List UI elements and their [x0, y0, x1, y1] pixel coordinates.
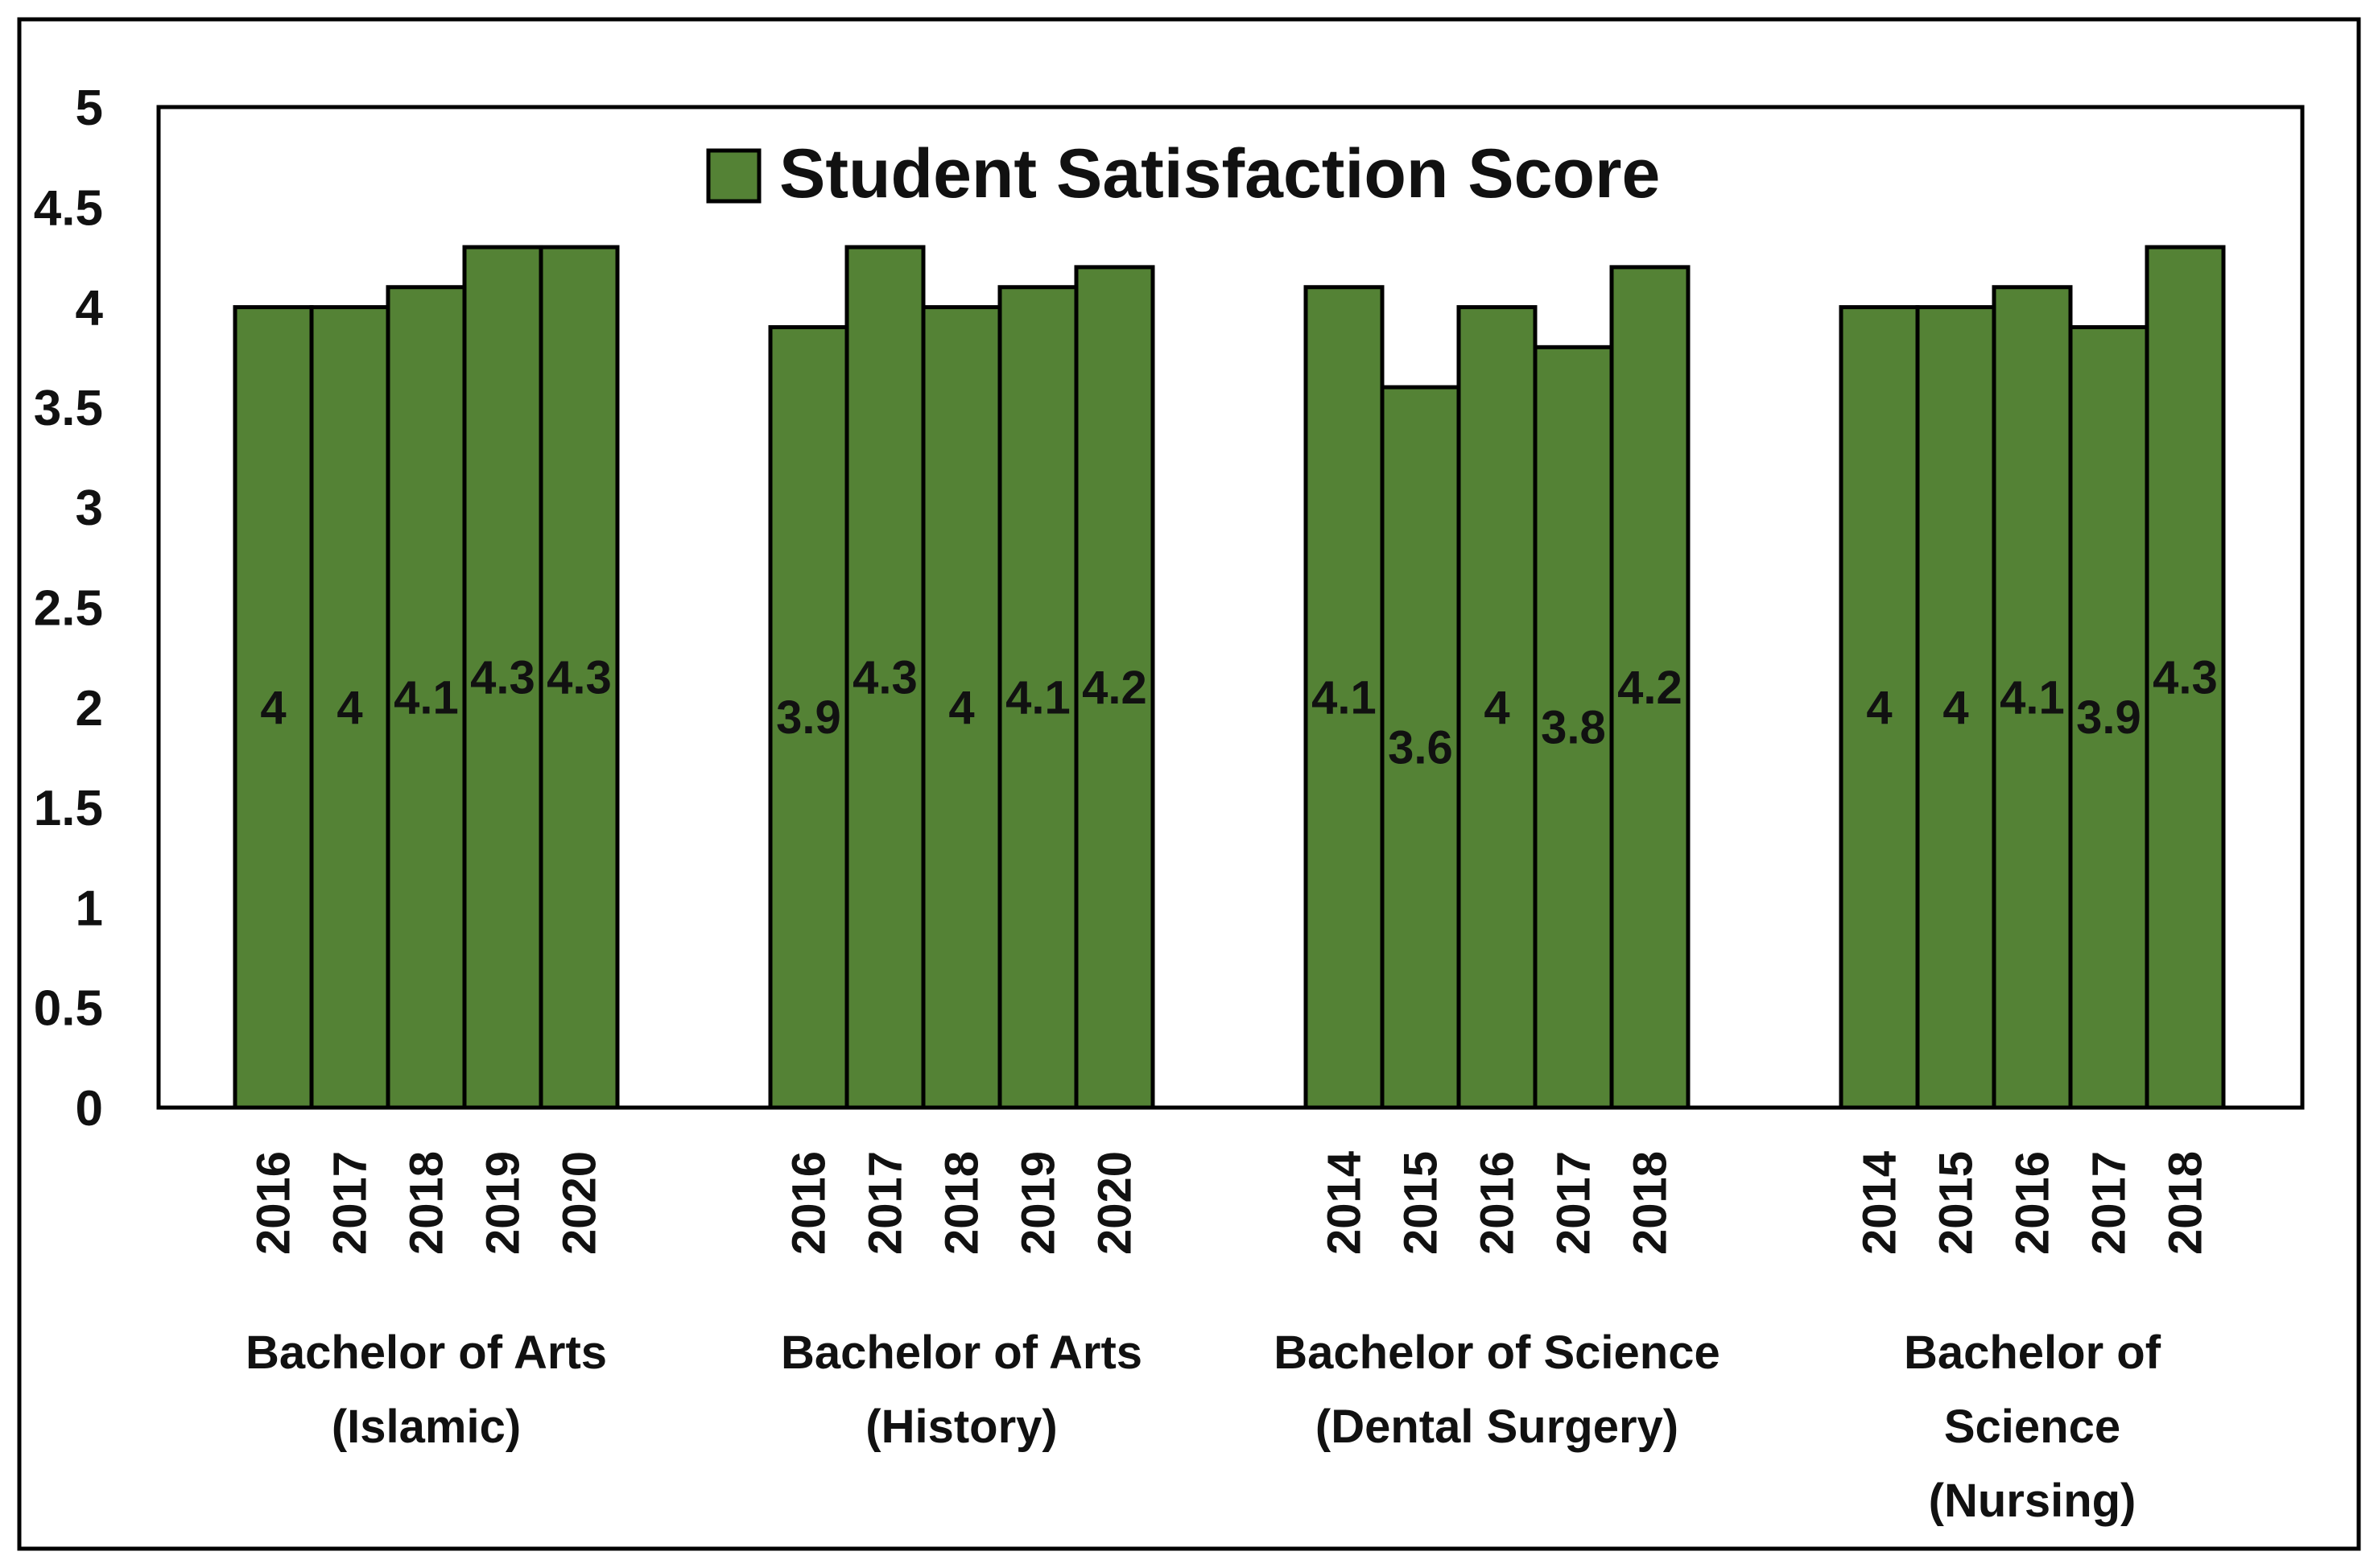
data-label: 4.1 [2000, 671, 2065, 724]
data-label: 4 [1484, 682, 1509, 734]
x-tick-label: 2019 [1013, 1151, 1065, 1255]
y-tick-label: 0 [76, 1081, 103, 1137]
bar [997, 285, 1079, 1110]
x-tick-label: 2020 [554, 1151, 606, 1255]
y-tick-label: 3.5 [34, 381, 103, 436]
group-label-line: Bachelor of Arts [246, 1327, 607, 1379]
data-label: 4 [1866, 682, 1892, 734]
data-label: 3.6 [1388, 722, 1453, 774]
data-label: 4.2 [1082, 662, 1147, 714]
x-tick-label: 2018 [401, 1151, 453, 1255]
data-label: 4 [1942, 682, 1968, 734]
x-tick-label: 2017 [1548, 1151, 1600, 1255]
x-axis-tick-labels: 2016 2017 2018 2019 2020 2016 2017 2018 2019 2020… [248, 1151, 2212, 1255]
data-label: 4.3 [2153, 652, 2218, 704]
data-label: 4.2 [1617, 662, 1682, 714]
data-labels-layer: 4 4 4.1 4.3 4.33.94.34 4.1 4.2 4.13.64 3.84.2 4 4 4… [260, 652, 2217, 774]
legend-swatch [706, 148, 762, 204]
x-tick-label: 2016 [783, 1151, 836, 1255]
group-label-line: (Dental Surgery) [1315, 1401, 1678, 1453]
y-tick-label: 2.5 [34, 581, 103, 637]
bar [386, 285, 467, 1110]
group-label-line: (Nursing) [1929, 1475, 2136, 1527]
bar [1915, 305, 1996, 1110]
x-tick-label: 2016 [1472, 1151, 1524, 1255]
x-tick-label: 2020 [1089, 1151, 1142, 1255]
group-label-line: (History) [865, 1401, 1057, 1453]
data-label: 4 [948, 682, 974, 734]
data-label: 3.9 [2076, 691, 2141, 744]
bar [1456, 305, 1538, 1110]
bar [1992, 285, 2073, 1110]
y-tick-label: 4.5 [34, 180, 103, 236]
x-tick-label: 2016 [248, 1151, 300, 1255]
x-tick-label: 2018 [936, 1151, 989, 1255]
group-label-line: Bachelor of Arts [781, 1327, 1142, 1379]
y-axis-ticks: 0 0.5 1 1.5 2 2.5 3 3.5 4 4.5 5 [34, 80, 104, 1137]
x-tick-label: 2015 [1930, 1151, 1983, 1255]
data-label: 4.3 [853, 652, 918, 704]
x-tick-label: 2019 [477, 1151, 530, 1255]
bar [1074, 265, 1155, 1110]
x-tick-label: 2014 [1319, 1151, 1371, 1255]
y-tick-label: 2 [76, 681, 103, 737]
bar [2145, 245, 2226, 1110]
y-tick-label: 5 [76, 80, 103, 136]
x-tick-label: 2017 [860, 1151, 912, 1255]
bar [1380, 385, 1461, 1110]
legend-label: Student Satisfaction Score [779, 135, 1660, 213]
y-tick-label: 1 [76, 881, 103, 936]
y-tick-label: 1.5 [34, 781, 103, 836]
x-tick-label: 2018 [2160, 1151, 2212, 1255]
y-tick-label: 0.5 [34, 981, 103, 1037]
bar [1303, 285, 1385, 1110]
bar [921, 305, 1002, 1110]
y-tick-label: 3 [76, 481, 103, 536]
group-label-line: Bachelor of [1904, 1327, 2161, 1379]
group-label-line: Bachelor of Science [1274, 1327, 1720, 1379]
data-label: 4.1 [394, 671, 459, 724]
bars-layer [233, 245, 2226, 1110]
bar [539, 245, 620, 1110]
legend: Student Satisfaction Score [706, 135, 1660, 213]
bar [233, 305, 314, 1110]
bar [1533, 345, 1614, 1110]
group-label-line: Science [1944, 1401, 2120, 1453]
data-label: 4 [336, 682, 362, 734]
x-tick-label: 2016 [2007, 1151, 2059, 1255]
data-label: 3.8 [1541, 702, 1606, 754]
x-tick-label: 2017 [2083, 1151, 2136, 1255]
x-tick-label: 2014 [1854, 1151, 1906, 1255]
data-label: 4 [260, 682, 286, 734]
data-label: 3.9 [776, 691, 841, 744]
bar [1609, 265, 1691, 1110]
x-tick-label: 2017 [324, 1151, 377, 1255]
bar [768, 324, 849, 1110]
data-label: 4.3 [547, 652, 612, 704]
data-label: 4.3 [470, 652, 535, 704]
data-label: 4.1 [1311, 671, 1377, 724]
x-tick-label: 2015 [1395, 1151, 1447, 1255]
group-label-line: (Islamic) [332, 1401, 521, 1453]
group-labels: Bachelor of Arts (Islamic) Bachelor of Art… [246, 1327, 2161, 1527]
y-tick-label: 4 [76, 281, 104, 336]
data-label: 4.1 [1005, 671, 1071, 724]
bar [1839, 305, 1920, 1110]
x-tick-label: 2018 [1625, 1151, 1677, 1255]
